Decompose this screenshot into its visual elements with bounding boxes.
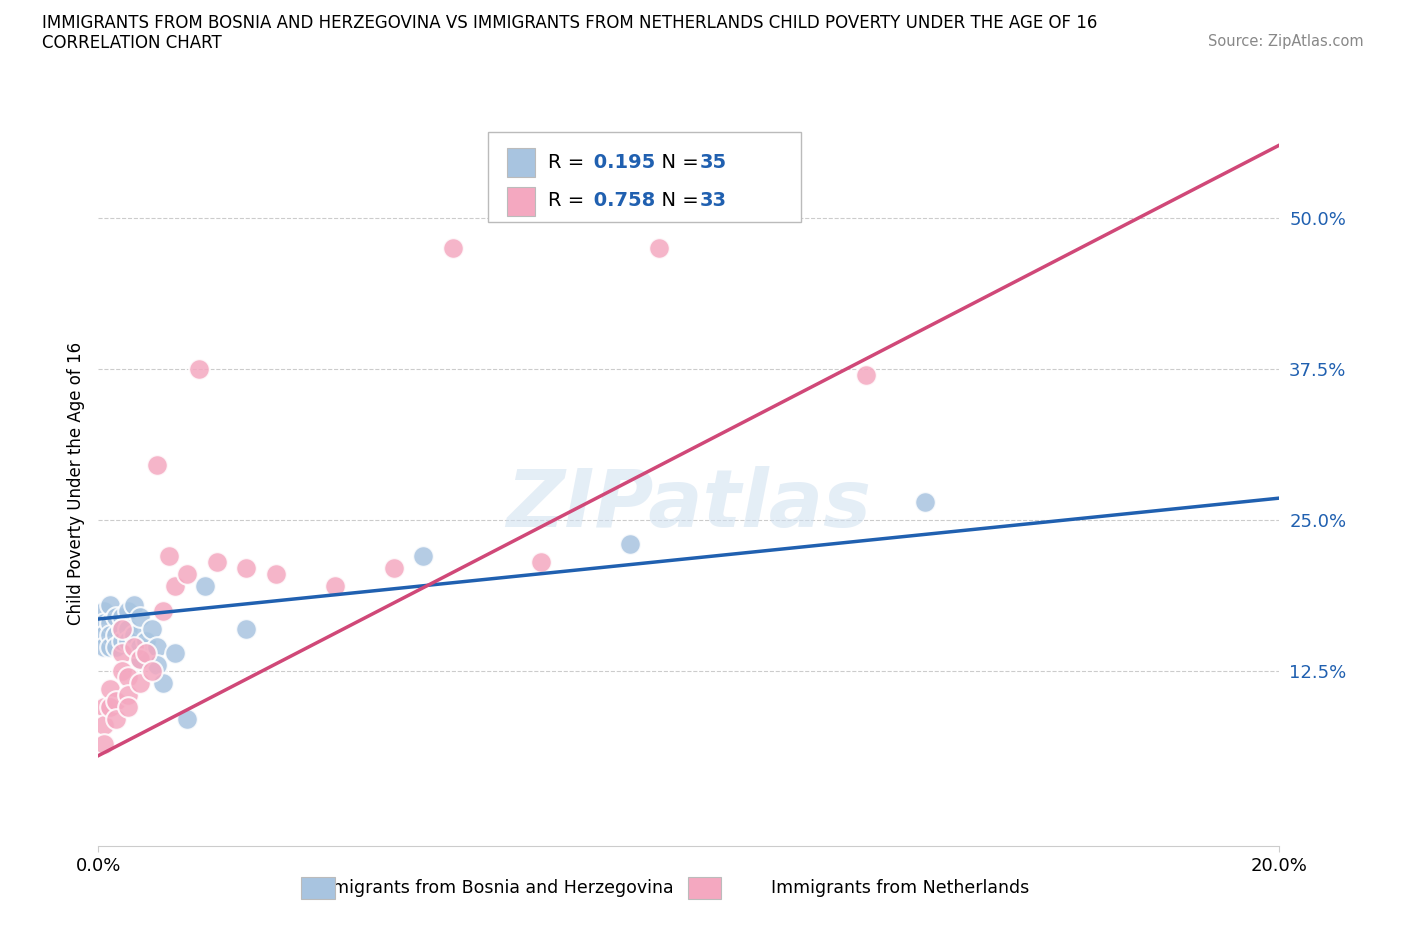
- Point: [146, 458, 169, 472]
- Point: [93, 604, 115, 618]
- Point: [117, 633, 139, 648]
- Text: Immigrants from Netherlands: Immigrants from Netherlands: [770, 879, 1029, 897]
- Point: [128, 675, 150, 690]
- Point: [111, 664, 134, 679]
- Point: [117, 688, 139, 703]
- Text: N =: N =: [648, 192, 704, 210]
- Point: [122, 628, 145, 643]
- Point: [117, 670, 139, 684]
- Point: [176, 566, 198, 582]
- Point: [111, 633, 134, 648]
- Point: [122, 597, 145, 612]
- Text: 33: 33: [700, 192, 727, 210]
- Point: [98, 640, 121, 655]
- Point: [152, 604, 174, 618]
- Point: [93, 616, 115, 631]
- Point: [135, 645, 157, 660]
- Point: [105, 609, 128, 624]
- Point: [111, 645, 134, 660]
- Point: [264, 566, 287, 582]
- Point: [111, 621, 134, 636]
- Point: [323, 578, 346, 593]
- Point: [165, 578, 187, 593]
- FancyBboxPatch shape: [508, 187, 536, 216]
- Text: CORRELATION CHART: CORRELATION CHART: [42, 34, 222, 52]
- Point: [111, 609, 134, 624]
- Point: [128, 609, 150, 624]
- Text: 0.195: 0.195: [588, 153, 655, 172]
- Text: N =: N =: [648, 153, 704, 172]
- Point: [235, 621, 257, 636]
- Point: [187, 361, 209, 376]
- Text: ZIPatlas: ZIPatlas: [506, 466, 872, 544]
- Text: R =: R =: [548, 192, 591, 210]
- Point: [98, 700, 121, 715]
- Point: [441, 240, 464, 255]
- Point: [157, 549, 180, 564]
- Point: [135, 633, 157, 648]
- Point: [93, 718, 115, 733]
- Point: [530, 554, 553, 569]
- Text: 0.758: 0.758: [588, 192, 655, 210]
- Text: Source: ZipAtlas.com: Source: ZipAtlas.com: [1208, 34, 1364, 49]
- Y-axis label: Child Poverty Under the Age of 16: Child Poverty Under the Age of 16: [66, 342, 84, 625]
- Point: [235, 561, 257, 576]
- Point: [105, 640, 128, 655]
- Point: [128, 651, 150, 666]
- Point: [117, 700, 139, 715]
- Point: [412, 549, 434, 564]
- Point: [117, 621, 139, 636]
- Point: [914, 494, 936, 509]
- Point: [98, 597, 121, 612]
- Point: [141, 664, 163, 679]
- Point: [194, 578, 217, 593]
- Point: [105, 628, 128, 643]
- Point: [117, 604, 139, 618]
- Point: [619, 537, 641, 551]
- Point: [93, 700, 115, 715]
- Point: [855, 367, 877, 382]
- Point: [141, 621, 163, 636]
- Text: R =: R =: [548, 153, 591, 172]
- FancyBboxPatch shape: [508, 149, 536, 178]
- Point: [93, 737, 115, 751]
- Point: [93, 640, 115, 655]
- Point: [146, 640, 169, 655]
- Point: [93, 628, 115, 643]
- Point: [152, 675, 174, 690]
- Point: [205, 554, 228, 569]
- Point: [98, 616, 121, 631]
- Point: [128, 640, 150, 655]
- Point: [382, 561, 405, 576]
- Point: [648, 240, 671, 255]
- Point: [98, 682, 121, 697]
- Text: IMMIGRANTS FROM BOSNIA AND HERZEGOVINA VS IMMIGRANTS FROM NETHERLANDS CHILD POVE: IMMIGRANTS FROM BOSNIA AND HERZEGOVINA V…: [42, 14, 1098, 32]
- Point: [176, 712, 198, 727]
- Point: [105, 694, 128, 709]
- FancyBboxPatch shape: [488, 132, 801, 222]
- Point: [111, 621, 134, 636]
- Point: [105, 712, 128, 727]
- Point: [135, 645, 157, 660]
- Point: [128, 651, 150, 666]
- Point: [146, 658, 169, 672]
- Point: [165, 645, 187, 660]
- Point: [98, 628, 121, 643]
- Point: [122, 640, 145, 655]
- Text: Immigrants from Bosnia and Herzegovina: Immigrants from Bosnia and Herzegovina: [311, 879, 673, 897]
- Text: 35: 35: [700, 153, 727, 172]
